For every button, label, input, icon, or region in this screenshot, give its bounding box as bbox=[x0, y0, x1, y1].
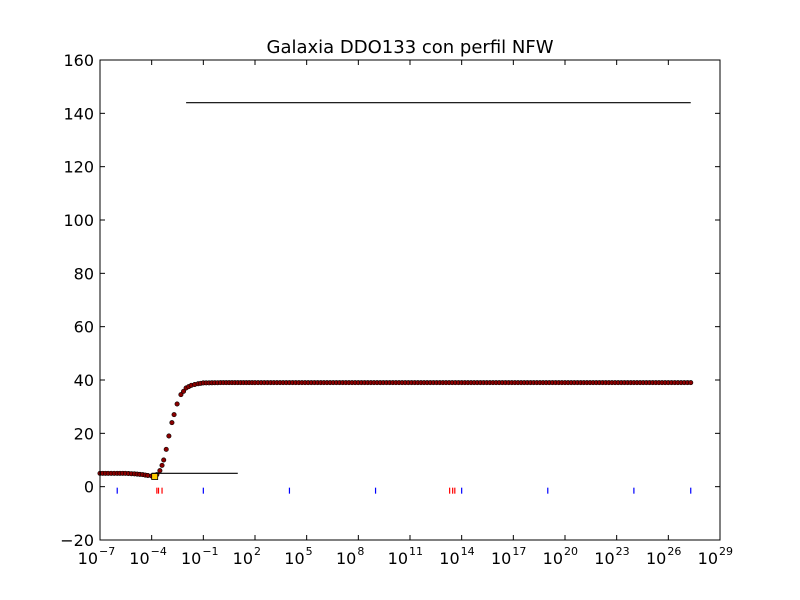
x-tick-base: 10 bbox=[181, 549, 201, 568]
y-tick-label: 160 bbox=[63, 51, 94, 70]
series-rug bbox=[156, 487, 456, 494]
x-tick-label: 10 2 bbox=[233, 545, 261, 568]
x-tick-exponent: 8 bbox=[357, 545, 364, 558]
highlight-marker bbox=[151, 473, 159, 480]
x-tick-base: 10 bbox=[336, 549, 356, 568]
x-tick-base: 10 bbox=[129, 549, 149, 568]
x-tick-exponent: 5 bbox=[306, 545, 313, 558]
plot-area bbox=[97, 102, 694, 494]
x-tick-exponent: −1 bbox=[202, 545, 218, 558]
x-tick-label: 10 −1 bbox=[181, 545, 219, 568]
x-tick-label: 10 11 bbox=[388, 545, 423, 568]
series-dots bbox=[97, 380, 694, 479]
x-tick-label: 10 −7 bbox=[78, 545, 116, 568]
data-point bbox=[171, 412, 177, 418]
y-tick-label: 120 bbox=[63, 158, 94, 177]
x-tick-label: 10 29 bbox=[698, 545, 733, 568]
x-tick-base: 10 bbox=[284, 549, 304, 568]
x-tick-label: 10 5 bbox=[284, 545, 312, 568]
y-tick-label: 100 bbox=[63, 211, 94, 230]
y-tick-label: 40 bbox=[74, 371, 94, 390]
data-point bbox=[166, 433, 172, 439]
x-tick-exponent: −7 bbox=[99, 545, 115, 558]
data-point bbox=[174, 401, 180, 407]
series-rug bbox=[116, 487, 692, 494]
y-tick-label: 80 bbox=[74, 264, 94, 283]
x-tick-exponent: 23 bbox=[616, 545, 630, 558]
series-marker bbox=[151, 473, 159, 480]
x-tick-exponent: 14 bbox=[461, 545, 475, 558]
x-tick-base: 10 bbox=[543, 549, 563, 568]
x-tick-label: 10 14 bbox=[439, 545, 474, 568]
x-tick-label: 10 23 bbox=[594, 545, 629, 568]
x-tick-base: 10 bbox=[491, 549, 511, 568]
x-tick-exponent: −4 bbox=[151, 545, 167, 558]
chart-title: Galaxia DDO133 con perfil NFW bbox=[267, 37, 554, 58]
x-tick-base: 10 bbox=[698, 549, 718, 568]
x-tick-base: 10 bbox=[439, 549, 459, 568]
x-tick-base: 10 bbox=[594, 549, 614, 568]
x-tick-base: 10 bbox=[233, 549, 253, 568]
data-point bbox=[161, 457, 167, 463]
x-tick-label: 10 8 bbox=[336, 545, 364, 568]
data-point bbox=[159, 462, 165, 468]
x-tick-label: 10 −4 bbox=[129, 545, 167, 568]
x-tick-base: 10 bbox=[78, 549, 98, 568]
x-tick-exponent: 11 bbox=[409, 545, 423, 558]
y-tick-label: 0 bbox=[84, 478, 94, 497]
data-point bbox=[178, 392, 184, 398]
x-tick-exponent: 2 bbox=[254, 545, 261, 558]
y-tick-label: 140 bbox=[63, 104, 94, 123]
data-point bbox=[157, 468, 163, 474]
x-tick-exponent: 20 bbox=[564, 545, 578, 558]
x-tick-label: 10 26 bbox=[646, 545, 681, 568]
data-point bbox=[169, 420, 175, 426]
x-tick-base: 10 bbox=[388, 549, 408, 568]
x-tick-base: 10 bbox=[646, 549, 666, 568]
data-point bbox=[181, 388, 187, 394]
x-tick-exponent: 17 bbox=[512, 545, 526, 558]
data-point bbox=[688, 380, 694, 386]
plot-frame bbox=[99, 59, 721, 541]
x-tick-exponent: 29 bbox=[719, 545, 733, 558]
x-tick-label: 10 20 bbox=[543, 545, 578, 568]
x-tick-label: 10 17 bbox=[491, 545, 526, 568]
y-tick-label: 20 bbox=[74, 424, 94, 443]
y-tick-label: −20 bbox=[60, 531, 94, 550]
y-tick-label: 60 bbox=[74, 318, 94, 337]
x-tick-exponent: 26 bbox=[667, 545, 681, 558]
data-point bbox=[163, 446, 169, 452]
